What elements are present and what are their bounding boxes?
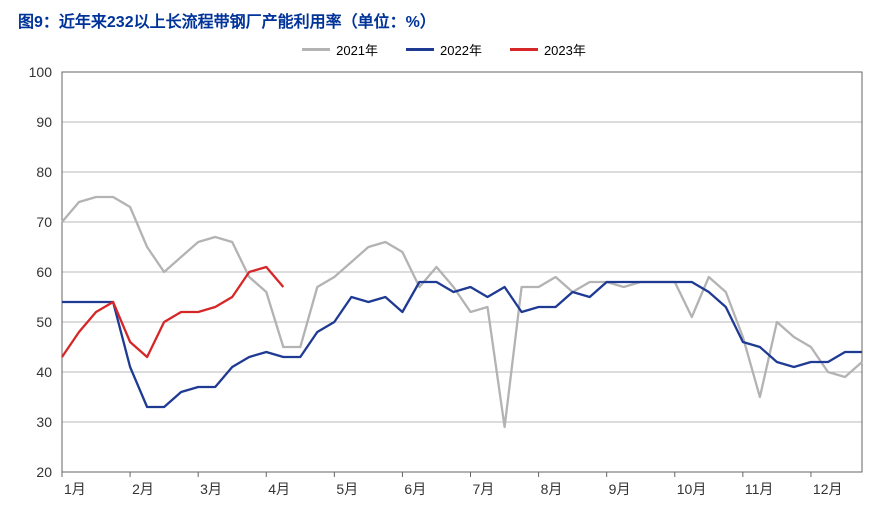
svg-text:20: 20	[36, 464, 52, 480]
legend-label-2022: 2022年	[440, 40, 482, 59]
svg-text:7月: 7月	[473, 481, 495, 497]
legend-item-2021: 2021年	[302, 40, 378, 59]
svg-text:60: 60	[36, 264, 52, 280]
svg-text:9月: 9月	[609, 481, 631, 497]
svg-text:10月: 10月	[677, 481, 707, 497]
svg-text:30: 30	[36, 414, 52, 430]
legend-label-2023: 2023年	[544, 40, 586, 59]
svg-text:6月: 6月	[404, 481, 426, 497]
svg-text:11月: 11月	[745, 481, 774, 497]
chart-svg: 20 30 40 50 60 70 80 90 100 1月 2月 3月 4月 5月 6月 7月 8月 9月 10月…	[10, 62, 878, 506]
legend-item-2023: 2023年	[510, 40, 586, 59]
svg-text:50: 50	[36, 314, 52, 330]
legend-item-2022: 2022年	[406, 40, 482, 59]
svg-text:90: 90	[36, 114, 52, 130]
legend-swatch-2022	[406, 48, 434, 51]
svg-text:12月: 12月	[813, 481, 843, 497]
svg-text:5月: 5月	[336, 481, 358, 497]
svg-text:2月: 2月	[132, 481, 154, 497]
svg-text:8月: 8月	[541, 481, 563, 497]
chart-title: 图9：近年来232以上长流程带钢厂产能利用率（单位：%）	[18, 8, 436, 32]
svg-text:1月: 1月	[64, 481, 86, 497]
legend-label-2021: 2021年	[336, 40, 378, 59]
svg-text:100: 100	[29, 64, 53, 80]
svg-text:40: 40	[36, 364, 52, 380]
chart-area: 20 30 40 50 60 70 80 90 100 1月 2月 3月 4月 5月 6月 7月 8月 9月 10月…	[10, 62, 878, 506]
legend-swatch-2023	[510, 48, 538, 51]
legend: 2021年 2022年 2023年	[0, 40, 888, 59]
legend-swatch-2021	[302, 48, 330, 51]
svg-text:4月: 4月	[268, 481, 290, 497]
svg-text:3月: 3月	[200, 481, 222, 497]
svg-text:80: 80	[36, 164, 52, 180]
svg-text:70: 70	[36, 214, 52, 230]
